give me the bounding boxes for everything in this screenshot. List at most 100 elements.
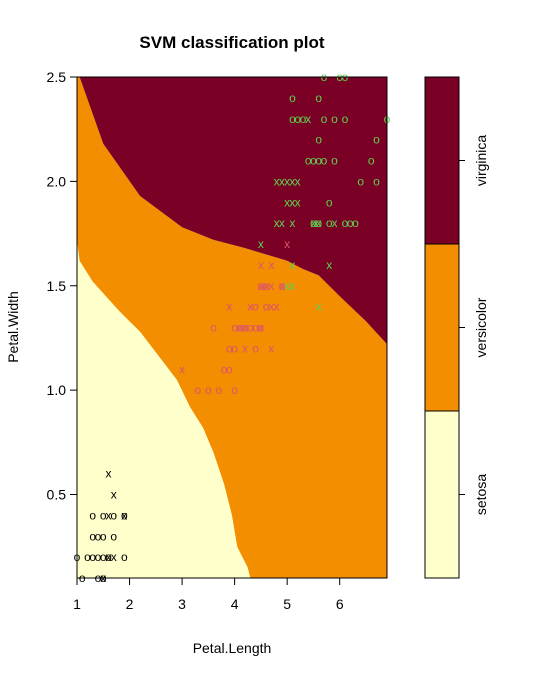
virginica-point: o xyxy=(310,154,317,168)
virginica-point: o xyxy=(357,174,364,188)
virginica-support-vector: x xyxy=(326,258,332,272)
virginica-support-vector: x xyxy=(289,216,295,230)
y-tick-label: 0.5 xyxy=(47,487,67,503)
versicolor-support-vector: x xyxy=(268,279,274,293)
virginica-point: o xyxy=(300,112,307,126)
setosa-point: o xyxy=(100,550,107,564)
virginica-support-vector: x xyxy=(279,216,285,230)
setosa-point: o xyxy=(89,508,96,522)
x-tick-label: 5 xyxy=(283,596,291,612)
versicolor-point: o xyxy=(242,321,249,335)
y-tick-label: 1.0 xyxy=(47,382,67,398)
versicolor-point: o xyxy=(258,279,265,293)
virginica-support-vector: x xyxy=(284,195,290,209)
versicolor-support-vector: x xyxy=(258,258,264,272)
versicolor-point: o xyxy=(263,300,270,314)
versicolor-point: o xyxy=(210,321,217,335)
x-tick-label: 2 xyxy=(126,596,134,612)
setosa-point: o xyxy=(110,529,117,543)
setosa-support-vector: x xyxy=(106,467,112,481)
setosa-support-vector: x xyxy=(111,488,117,502)
virginica-point: o xyxy=(315,154,322,168)
virginica-point: o xyxy=(315,216,322,230)
setosa-support-vector: x xyxy=(121,508,127,522)
virginica-point: o xyxy=(294,112,301,126)
virginica-support-vector: x xyxy=(295,195,301,209)
virginica-point: o xyxy=(373,133,380,147)
y-axis: 0.5 1.0 1.5 2.0 2.5 xyxy=(47,69,77,503)
versicolor-support-vector: x xyxy=(263,279,269,293)
legend-label-versicolor: versicolor xyxy=(473,297,489,357)
setosa-point: o xyxy=(95,529,102,543)
versicolor-point: o xyxy=(247,321,254,335)
legend-swatch-virginica xyxy=(424,76,460,245)
versicolor-support-vector: x xyxy=(268,258,274,272)
versicolor-point: o xyxy=(205,383,212,397)
legend-swatch-setosa xyxy=(424,410,460,579)
setosa-point: o xyxy=(89,529,96,543)
setosa-point: o xyxy=(100,508,107,522)
versicolor-support-vector: x xyxy=(279,279,285,293)
virginica-support-vector: x xyxy=(289,174,295,188)
virginica-support-vector: x xyxy=(284,174,290,188)
versicolor-point: o xyxy=(252,300,259,314)
versicolor-point: o xyxy=(226,341,233,355)
virginica-point: o xyxy=(331,154,338,168)
versicolor-point: o xyxy=(279,279,286,293)
legend-swatch-versicolor xyxy=(424,243,460,412)
virginica-support-vector: x xyxy=(258,237,264,251)
versicolor-point: o xyxy=(195,383,202,397)
virginica-support-vector: x xyxy=(310,216,316,230)
setosa-point: o xyxy=(110,508,117,522)
virginica-point: o xyxy=(352,216,359,230)
x-tick-label: 6 xyxy=(336,596,344,612)
virginica-point: o xyxy=(310,216,317,230)
versicolor-point: o xyxy=(258,321,265,335)
versicolor-support-vector: x xyxy=(242,321,248,335)
chart-title: SVM classification plot xyxy=(139,33,324,52)
region-virginica xyxy=(79,77,387,345)
setosa-point: o xyxy=(105,550,112,564)
x-tick-label: 4 xyxy=(231,596,239,612)
versicolor-support-vector: x xyxy=(242,341,248,355)
virginica-support-vector: x xyxy=(316,216,322,230)
versicolor-point: o xyxy=(216,383,223,397)
virginica-support-vector: x xyxy=(274,216,280,230)
x-tick-label: 1 xyxy=(73,596,81,612)
virginica-support-vector: x xyxy=(289,195,295,209)
y-tick-label: 2.0 xyxy=(47,173,67,189)
y-tick-label: 1.5 xyxy=(47,278,67,294)
versicolor-support-vector: x xyxy=(284,237,290,251)
legend-label-setosa: setosa xyxy=(473,474,489,515)
virginica-point: o xyxy=(289,112,296,126)
setosa-point: o xyxy=(89,550,96,564)
x-tick-label: 3 xyxy=(178,596,186,612)
virginica-support-vector: x xyxy=(305,112,311,126)
versicolor-support-vector: x xyxy=(268,341,274,355)
y-tick-label: 2.5 xyxy=(47,69,67,85)
setosa-support-vector: x xyxy=(106,550,112,564)
versicolor-point: o xyxy=(226,362,233,376)
setosa-point: o xyxy=(121,508,128,522)
virginica-point: o xyxy=(326,216,333,230)
virginica-point: o xyxy=(321,112,328,126)
x-axis: 1 2 3 4 5 6 xyxy=(73,578,344,612)
virginica-point: o xyxy=(305,154,312,168)
versicolor-support-vector: x xyxy=(258,279,264,293)
versicolor-point: o xyxy=(252,321,259,335)
virginica-point: o xyxy=(342,216,349,230)
virginica-support-vector: x xyxy=(274,174,280,188)
x-axis-label: Petal.Length xyxy=(193,640,272,656)
versicolor-support-vector: x xyxy=(274,300,280,314)
virginica-support-vector: x xyxy=(289,279,295,293)
versicolor-point: o xyxy=(231,341,238,355)
versicolor-support-vector: x xyxy=(226,300,232,314)
versicolor-support-vector: x xyxy=(258,321,264,335)
setosa-support-vector: x xyxy=(111,550,117,564)
versicolor-point: o xyxy=(221,362,228,376)
versicolor-point: o xyxy=(237,321,244,335)
virginica-support-vector: x xyxy=(331,216,337,230)
decision-regions xyxy=(77,77,387,578)
